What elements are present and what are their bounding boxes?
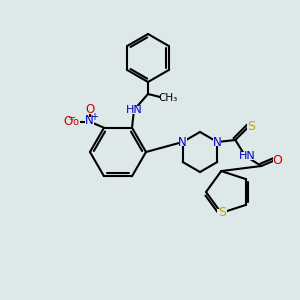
Bar — [85, 117, 94, 125]
Bar — [127, 106, 141, 114]
Text: HN: HN — [239, 151, 256, 161]
Text: CH₃: CH₃ — [158, 93, 178, 103]
Text: N: N — [213, 136, 222, 148]
Text: S: S — [218, 206, 226, 219]
Text: O: O — [85, 103, 94, 116]
Text: +: + — [90, 112, 98, 122]
Bar — [240, 152, 254, 160]
Bar — [213, 138, 221, 146]
Text: HN: HN — [126, 105, 142, 115]
Text: N: N — [85, 114, 93, 127]
Text: O: O — [272, 154, 282, 166]
Bar — [217, 209, 227, 217]
Text: ⁻o: ⁻o — [68, 117, 80, 127]
Text: N: N — [178, 136, 187, 148]
Bar — [247, 122, 256, 130]
Text: −: − — [68, 113, 76, 123]
Bar — [161, 94, 175, 102]
Text: O: O — [63, 115, 73, 128]
Text: S: S — [247, 119, 255, 133]
Bar — [273, 156, 282, 164]
Bar — [68, 118, 80, 126]
Bar — [179, 138, 187, 146]
Bar — [86, 106, 94, 114]
